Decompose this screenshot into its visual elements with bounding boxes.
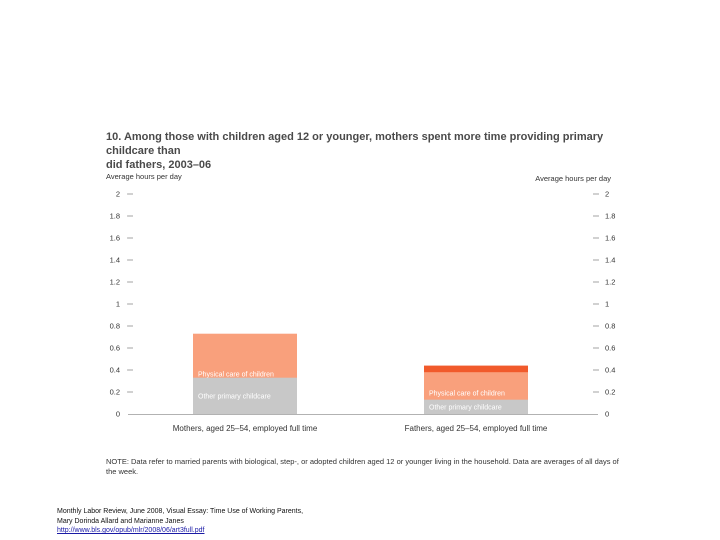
segment-label: Physical care of children	[429, 391, 505, 398]
source-line2: Mary Dorinda Allard and Marianne Janes	[57, 517, 184, 525]
bars: Playing, reading, andtalking with childr…	[193, 333, 528, 414]
right-tick-label: 1.2	[605, 278, 615, 287]
source-line1: Monthly Labor Review, June 2008, Visual …	[57, 508, 304, 515]
segment-label: Physical care of children	[198, 371, 274, 378]
left-tick-label: 0.6	[110, 344, 120, 353]
chart-note: NOTE: Data refer to married parents with…	[106, 457, 619, 476]
right-tick-label: 1.8	[605, 212, 615, 221]
left-tick-label: 0.8	[110, 322, 120, 331]
segment-label: Other primary childcare	[429, 404, 502, 411]
right-tick-label: 0.6	[605, 344, 615, 353]
category-labels: Mothers, aged 25–54, employed full time F…	[173, 424, 548, 433]
category-label: Mothers, aged 25–54, employed full time	[173, 424, 318, 433]
right-tick-label: 1.4	[605, 256, 615, 265]
right-tick-label: 2	[605, 190, 609, 199]
source-link[interactable]: http://www.bls.gov/opub/mlr/2008/06/art3…	[57, 527, 205, 534]
left-tick-label: 1.4	[110, 256, 120, 265]
chart-title: 10. Among those with children aged 12 or…	[106, 130, 646, 172]
left-tick-label: 0	[116, 410, 120, 419]
bar-segment	[193, 377, 297, 414]
right-axis: 0 0.2 0.4 0.6 0.8 1 1.2 1.4 1.6 1.8 2	[593, 190, 615, 419]
left-axis: 0 0.2 0.4 0.6 0.8 1 1.2 1.4 1.6 1.8 2	[110, 190, 133, 419]
segment-label: Other primary childcare	[198, 393, 271, 400]
left-tick-label: 2	[116, 190, 120, 199]
left-tick-label: 1.8	[110, 212, 120, 221]
right-tick-label: 0	[605, 410, 609, 419]
chart-title-line1: 10. Among those with children aged 12 or…	[106, 131, 604, 157]
right-tick-label: 0.8	[605, 322, 615, 331]
category-label: Fathers, aged 25–54, employed full time	[405, 424, 548, 433]
right-tick-label: 0.4	[605, 366, 615, 375]
left-tick-label: 1.6	[110, 234, 120, 243]
right-axis-title: Average hours per day	[535, 174, 611, 183]
right-tick-label: 1	[605, 300, 609, 309]
right-tick-label: 1.6	[605, 234, 615, 243]
left-axis-title: Average hours per day	[106, 172, 182, 181]
chart-title-line2: did fathers, 2003–06	[106, 159, 212, 171]
left-tick-label: 1	[116, 300, 120, 309]
left-tick-label: 0.4	[110, 366, 120, 375]
bar-segment	[424, 399, 528, 414]
left-tick-label: 1.2	[110, 278, 120, 287]
right-tick-label: 0.2	[605, 388, 615, 397]
left-tick-label: 0.2	[110, 388, 120, 397]
source-citation: Monthly Labor Review, June 2008, Visual …	[57, 507, 377, 536]
